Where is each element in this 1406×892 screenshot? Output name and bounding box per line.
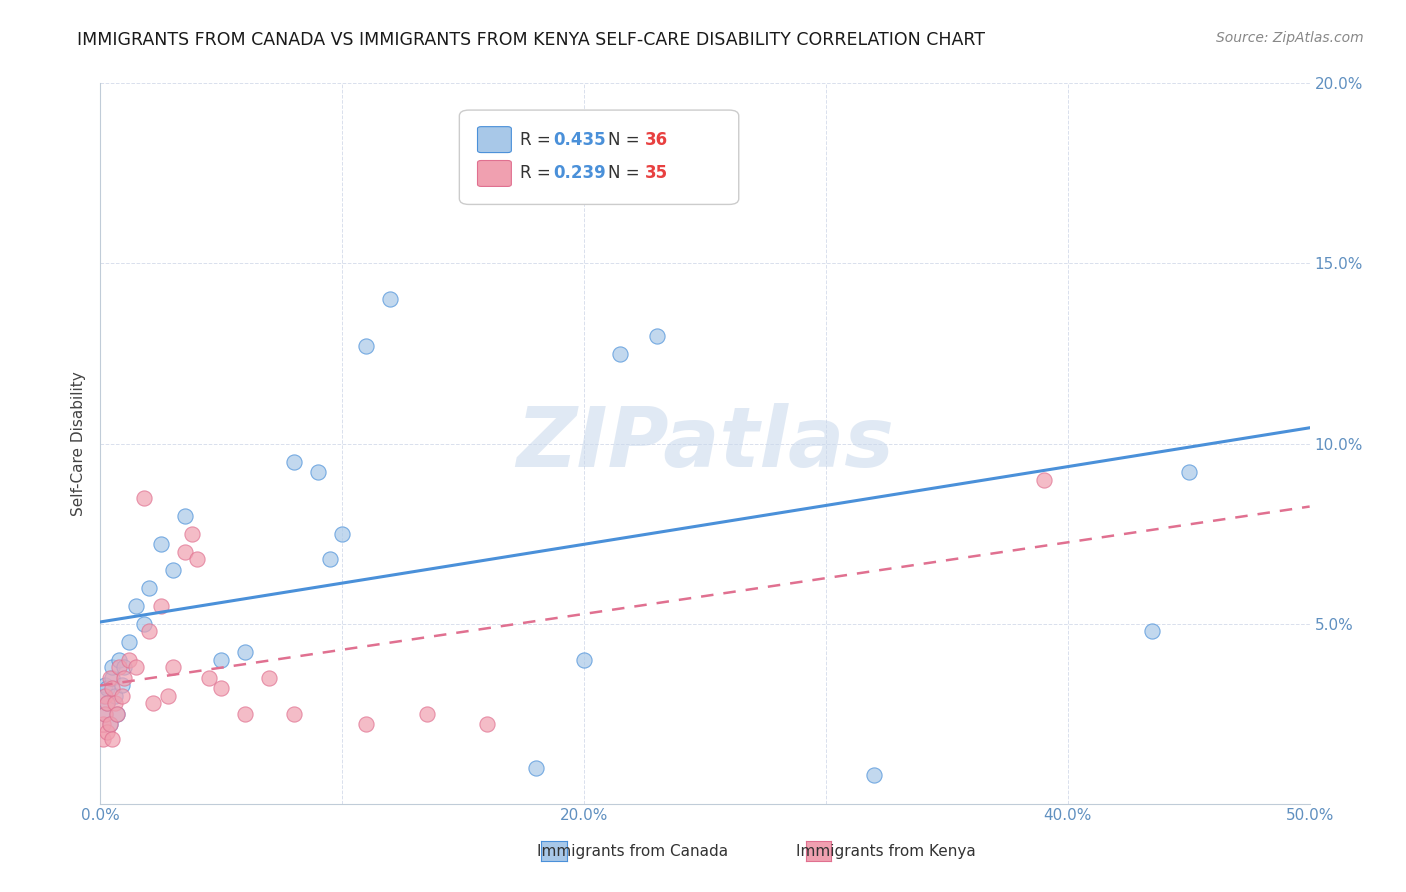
- Point: [162, 563, 184, 577]
- Point: [98, 671, 121, 685]
- Point: [173, 508, 195, 523]
- Y-axis label: Self-Care Disability: Self-Care Disability: [72, 371, 86, 516]
- Point: [91, 689, 114, 703]
- Point: [307, 466, 329, 480]
- Point: [524, 761, 547, 775]
- Point: [354, 339, 377, 353]
- Point: [108, 660, 131, 674]
- FancyBboxPatch shape: [460, 110, 738, 204]
- Point: [319, 551, 342, 566]
- Point: [1142, 624, 1164, 638]
- Point: [142, 696, 165, 710]
- Point: [138, 624, 160, 638]
- Point: [94, 706, 117, 721]
- Point: [259, 671, 281, 685]
- Point: [98, 717, 121, 731]
- Text: R =: R =: [520, 164, 555, 183]
- Point: [645, 328, 668, 343]
- Point: [138, 581, 160, 595]
- Point: [96, 696, 118, 710]
- Point: [104, 696, 127, 710]
- FancyBboxPatch shape: [478, 127, 512, 153]
- Point: [112, 671, 135, 685]
- Point: [181, 526, 204, 541]
- Text: IMMIGRANTS FROM CANADA VS IMMIGRANTS FROM KENYA SELF-CARE DISABILITY CORRELATION: IMMIGRANTS FROM CANADA VS IMMIGRANTS FRO…: [77, 31, 986, 49]
- Point: [105, 706, 128, 721]
- Point: [101, 671, 124, 685]
- Point: [111, 689, 134, 703]
- Point: [94, 689, 117, 703]
- FancyBboxPatch shape: [478, 161, 512, 186]
- Point: [101, 731, 124, 746]
- Point: [415, 706, 437, 721]
- Point: [91, 731, 114, 746]
- Text: Source: ZipAtlas.com: Source: ZipAtlas.com: [1216, 31, 1364, 45]
- Point: [125, 660, 148, 674]
- Point: [94, 678, 117, 692]
- Point: [111, 678, 134, 692]
- Point: [101, 660, 124, 674]
- Text: ZIPatlas: ZIPatlas: [516, 403, 894, 484]
- Point: [94, 706, 117, 721]
- Point: [609, 346, 631, 360]
- Point: [1032, 473, 1054, 487]
- Point: [233, 645, 256, 659]
- Text: 36: 36: [644, 130, 668, 149]
- Text: Immigrants from Canada: Immigrants from Canada: [537, 845, 728, 859]
- Text: 35: 35: [644, 164, 668, 183]
- Point: [125, 599, 148, 613]
- Point: [96, 681, 118, 696]
- Text: N =: N =: [609, 130, 645, 149]
- Point: [96, 724, 118, 739]
- Point: [104, 689, 127, 703]
- Point: [475, 717, 498, 731]
- Point: [209, 652, 232, 666]
- Point: [118, 652, 141, 666]
- Point: [330, 526, 353, 541]
- Point: [132, 491, 155, 505]
- Point: [96, 696, 118, 710]
- Point: [101, 681, 124, 696]
- Point: [233, 706, 256, 721]
- Point: [173, 544, 195, 558]
- Text: 0.435: 0.435: [554, 130, 606, 149]
- Point: [108, 652, 131, 666]
- Text: Immigrants from Kenya: Immigrants from Kenya: [796, 845, 976, 859]
- Point: [118, 634, 141, 648]
- Point: [112, 660, 135, 674]
- Point: [149, 537, 172, 551]
- Point: [572, 652, 595, 666]
- Point: [132, 616, 155, 631]
- Point: [186, 551, 208, 566]
- Point: [91, 717, 114, 731]
- Point: [149, 599, 172, 613]
- Point: [98, 717, 121, 731]
- Point: [209, 681, 232, 696]
- Text: 0.239: 0.239: [554, 164, 606, 183]
- Point: [863, 768, 886, 782]
- Point: [283, 454, 305, 468]
- Text: N =: N =: [609, 164, 645, 183]
- Point: [105, 706, 128, 721]
- Point: [162, 660, 184, 674]
- Text: R =: R =: [520, 130, 555, 149]
- Point: [501, 130, 523, 145]
- Point: [380, 293, 402, 307]
- Point: [156, 689, 179, 703]
- Point: [198, 671, 221, 685]
- Point: [1177, 466, 1199, 480]
- Point: [283, 706, 305, 721]
- Point: [354, 717, 377, 731]
